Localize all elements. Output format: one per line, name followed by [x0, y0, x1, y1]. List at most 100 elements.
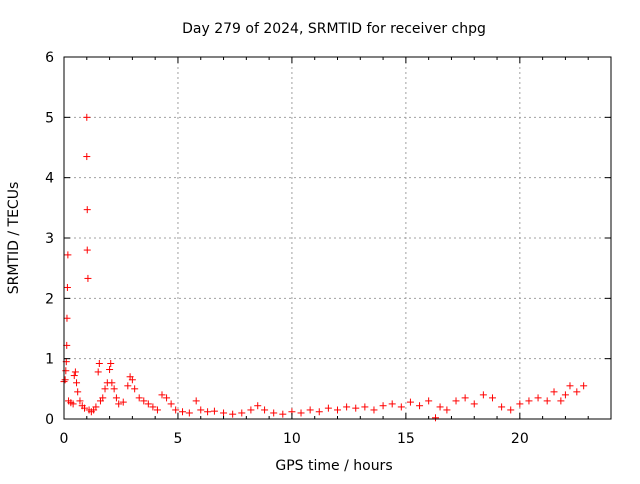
data-point: [488, 394, 496, 402]
x-tick-label: 0: [60, 431, 69, 447]
y-tick-label: 4: [45, 171, 54, 187]
data-point: [110, 385, 118, 393]
grid-lines: [64, 57, 611, 419]
data-point: [83, 113, 91, 121]
data-point: [107, 359, 115, 367]
data-point: [479, 391, 487, 399]
data-point: [63, 283, 71, 291]
data-point: [108, 379, 116, 387]
data-point: [204, 408, 212, 416]
data-point: [83, 206, 91, 214]
data-point: [279, 410, 287, 418]
data-point: [352, 404, 360, 412]
x-tick-label: 15: [397, 431, 415, 447]
axis-ticks: 0 5 10 15 20 0 1 2 3 4 5 6: [45, 50, 612, 447]
data-point: [140, 397, 148, 405]
data-point: [397, 403, 405, 411]
data-point: [534, 394, 542, 402]
data-point: [106, 366, 114, 374]
data-point: [73, 379, 81, 387]
x-tick-label: 5: [173, 431, 182, 447]
data-point: [498, 403, 506, 411]
y-tick-label: 2: [45, 291, 54, 307]
data-point: [94, 368, 102, 376]
data-point: [436, 403, 444, 411]
data-point: [507, 406, 515, 414]
data-point: [370, 406, 378, 414]
data-point: [580, 382, 588, 390]
data-point: [443, 406, 451, 414]
data-point: [229, 410, 237, 418]
data-point: [297, 409, 305, 417]
data-point: [270, 409, 278, 417]
data-point: [179, 408, 187, 416]
data-point: [432, 414, 440, 422]
data-point: [416, 402, 424, 410]
data-point: [470, 400, 478, 408]
data-point: [516, 400, 524, 408]
data-point: [92, 403, 100, 411]
data-point: [379, 402, 387, 410]
data-point: [158, 391, 166, 399]
data-point: [124, 382, 132, 390]
data-point: [76, 397, 84, 405]
data-point: [324, 404, 332, 412]
data-point: [81, 404, 89, 412]
data-point: [131, 385, 139, 393]
plot-frame: [63, 56, 612, 420]
data-point: [149, 403, 157, 411]
data-point: [61, 376, 69, 384]
data-point: [167, 400, 175, 408]
y-tick-label: 0: [45, 412, 54, 428]
data-point: [425, 397, 433, 405]
data-point: [153, 406, 161, 414]
data-point: [254, 402, 262, 410]
data-point: [115, 400, 123, 408]
data-point: [306, 406, 314, 414]
x-axis-label: GPS time / hours: [275, 458, 392, 474]
data-point: [83, 153, 91, 161]
data-point: [406, 398, 414, 406]
data-point: [99, 394, 107, 402]
data-point: [334, 406, 341, 414]
data-point: [261, 406, 269, 414]
x-tick-label: 10: [283, 431, 301, 447]
data-point: [573, 388, 581, 396]
data-point: [461, 394, 469, 402]
data-point: [238, 409, 246, 417]
data-point: [172, 406, 180, 414]
data-point: [64, 251, 72, 259]
data-point: [220, 409, 228, 417]
data-point: [566, 382, 574, 390]
data-points: [60, 113, 588, 422]
chart-title: Day 279 of 2024, SRMTID for receiver chp…: [182, 21, 486, 37]
data-point: [452, 397, 460, 405]
data-point: [163, 394, 171, 402]
data-point: [63, 314, 71, 322]
y-tick-label: 6: [45, 50, 54, 66]
data-point: [210, 407, 218, 415]
data-point: [525, 397, 533, 405]
data-point: [74, 388, 82, 396]
data-point: [315, 408, 323, 416]
data-point: [192, 397, 200, 405]
data-point: [69, 400, 77, 408]
data-point: [128, 376, 136, 384]
data-point: [70, 372, 78, 380]
y-tick-label: 5: [45, 110, 54, 126]
data-point: [84, 274, 92, 282]
y-axis-label: SRMTID / TECUs: [6, 182, 22, 295]
data-point: [119, 398, 127, 406]
data-point: [112, 394, 120, 402]
data-point: [343, 403, 351, 411]
data-point: [71, 368, 79, 376]
data-point: [388, 400, 396, 408]
data-point: [83, 246, 91, 254]
data-point: [185, 409, 193, 417]
data-point: [561, 391, 569, 399]
data-point: [550, 388, 558, 396]
y-tick-label: 1: [45, 352, 54, 368]
data-point: [197, 406, 205, 414]
